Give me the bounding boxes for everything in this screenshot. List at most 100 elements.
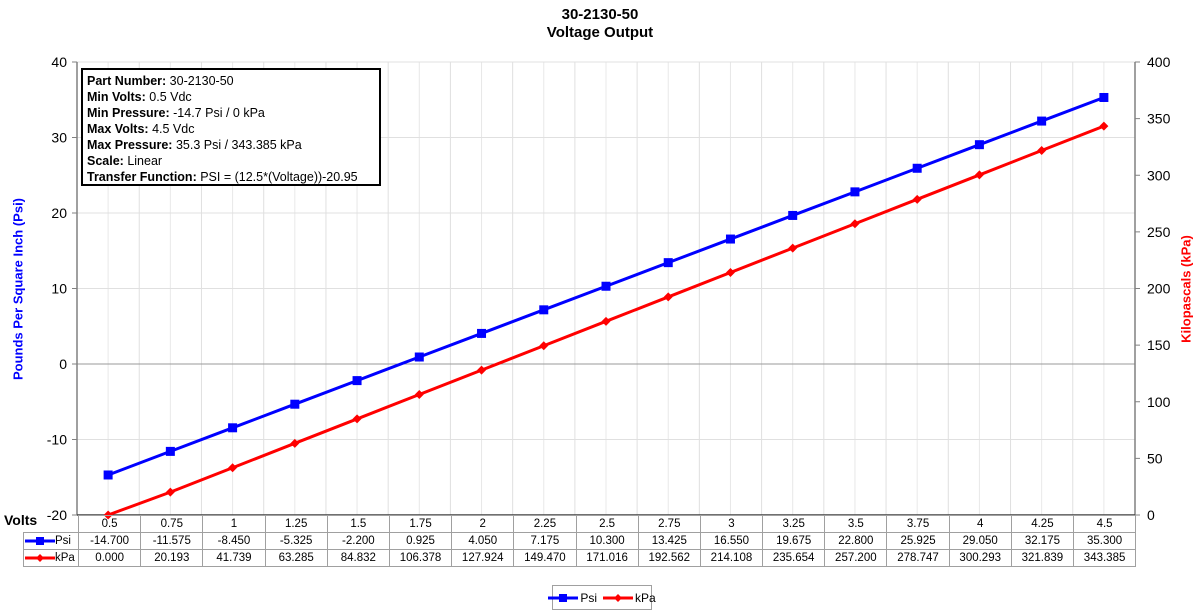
kpa-diamond-marker-icon [603,593,633,602]
legend-item-kpa: kPa [603,591,656,605]
y-tick-label-right: 350 [1147,111,1171,127]
data-point-psi [601,281,611,291]
data-point-kpa [165,487,175,497]
data-point-kpa [850,219,860,229]
table-cell: 0.75 [140,515,204,533]
x-axis-label: Volts [4,512,38,528]
data-point-kpa [663,292,673,302]
data-point-psi [352,376,362,386]
data-point-kpa [725,268,735,278]
y-tick-label-left: 30 [51,130,67,146]
table-cell: 149.470 [513,549,577,567]
table-cell: 2 [451,515,515,533]
table-cell: 0.925 [388,532,453,550]
data-table: 0.5 0.75 1 1.25 1.5 1.75 2 2.25 2.5 2.75 3 3.25 3.5 3… [23,515,1137,567]
data-point-kpa [1037,146,1047,156]
table-cell: 63.285 [264,549,328,567]
table-row-kpa: kPa 0.000 20.193 41.739 63.285 84.832 106.378 1… [23,549,1137,567]
table-cell: 106.378 [388,549,453,567]
table-cell: 4.5 [1072,515,1137,533]
table-cell: 171.016 [575,549,639,567]
table-cell: 4.050 [451,532,515,550]
data-point-kpa [788,243,798,253]
y-tick-label-right: 100 [1147,394,1171,410]
y-tick-label-right: 300 [1147,167,1171,183]
info-line-max-pressure: Max Pressure: 35.3 Psi / 343.385 kPa [87,138,302,152]
info-line-max-volts: Max Volts: 4.5 Vdc [87,122,195,136]
info-line-scale: Scale: Linear [87,154,163,168]
data-point-psi [1037,116,1047,126]
table-cell: 4 [948,515,1012,533]
table-cell: -5.325 [264,532,328,550]
table-cell: 3.75 [886,515,950,533]
data-point-psi [1099,92,1109,102]
data-point-psi [103,470,113,480]
y-tick-label-left: -10 [47,432,67,448]
table-cell: -14.700 [77,532,142,550]
y-tick-label-left: 10 [51,281,67,297]
table-cell: 1 [202,515,266,533]
table-cell: 3.25 [762,515,826,533]
chart-title: 30-2130-50 [561,6,639,23]
data-point-psi [974,140,984,150]
table-cell: -2.200 [326,532,390,550]
table-cell: 35.300 [1072,532,1137,550]
legend-item-psi: Psi [548,591,597,605]
table-cell: -11.575 [140,532,204,550]
table-cell: 2.25 [513,515,577,533]
table-cell: 257.200 [824,549,888,567]
table-cell: 278.747 [886,549,950,567]
data-point-kpa [912,194,922,204]
info-box: Part Number: 30-2130-50 Min Volts: 0.5 V… [81,68,381,186]
y-tick-label-left: 40 [51,54,67,70]
data-point-kpa [414,390,424,400]
table-cell: 22.800 [824,532,888,550]
data-point-psi [850,187,860,197]
y-tick-label-right: 150 [1147,337,1171,353]
y-axis-left-label: Pounds Per Square Inch (Psi) [10,197,26,381]
table-cell: 3 [699,515,764,533]
data-point-psi [228,423,238,433]
table-cell: -8.450 [202,532,266,550]
table-cell: 25.925 [886,532,950,550]
table-cell: 3.5 [824,515,888,533]
info-line-part-number: Part Number: 30-2130-50 [87,74,234,88]
table-cell: 0.5 [77,515,142,533]
chart-subtitle: Voltage Output [546,24,654,41]
table-cell: 2.75 [637,515,701,533]
data-point-kpa [539,341,549,351]
table-cell: 29.050 [948,532,1012,550]
y-tick-label-right: 200 [1147,281,1171,297]
kpa-marker-icon [25,553,55,562]
table-cell: 13.425 [637,532,701,550]
table-cell: 1.75 [388,515,453,533]
table-cell: 127.924 [451,549,515,567]
data-point-psi [414,352,424,362]
table-row-header: kPa [23,549,79,567]
table-cell: 41.739 [202,549,266,567]
y-axis-right-label: Kilopascals (kPa) [1178,235,1194,343]
data-point-psi [912,163,922,173]
y-tick-label-left: 0 [59,356,67,372]
legend: Psi kPa [548,585,656,610]
info-line-min-volts: Min Volts: 0.5 Vdc [87,90,192,104]
y-tick-label-right: 250 [1147,224,1171,240]
table-cell: 7.175 [513,532,577,550]
table-cell: 343.385 [1072,549,1137,567]
table-cell: 32.175 [1010,532,1075,550]
y-tick-label-left: -20 [47,507,67,523]
table-row-header: Psi [23,532,79,550]
table-cell: 20.193 [140,549,204,567]
data-point-kpa [1099,121,1109,131]
table-cell: 192.562 [637,549,701,567]
data-point-kpa [228,463,238,473]
data-point-kpa [290,438,300,448]
table-cell: 2.5 [575,515,639,533]
table-cell: 10.300 [575,532,639,550]
table-cell: 16.550 [699,532,764,550]
data-point-psi [663,258,673,268]
data-point-kpa [601,316,611,326]
table-cell: 0.000 [77,549,142,567]
y-tick-label-left: 20 [51,205,67,221]
table-row-volts: 0.5 0.75 1 1.25 1.5 1.75 2 2.25 2.5 2.75 3 3.25 3.5 3… [24,515,1137,533]
